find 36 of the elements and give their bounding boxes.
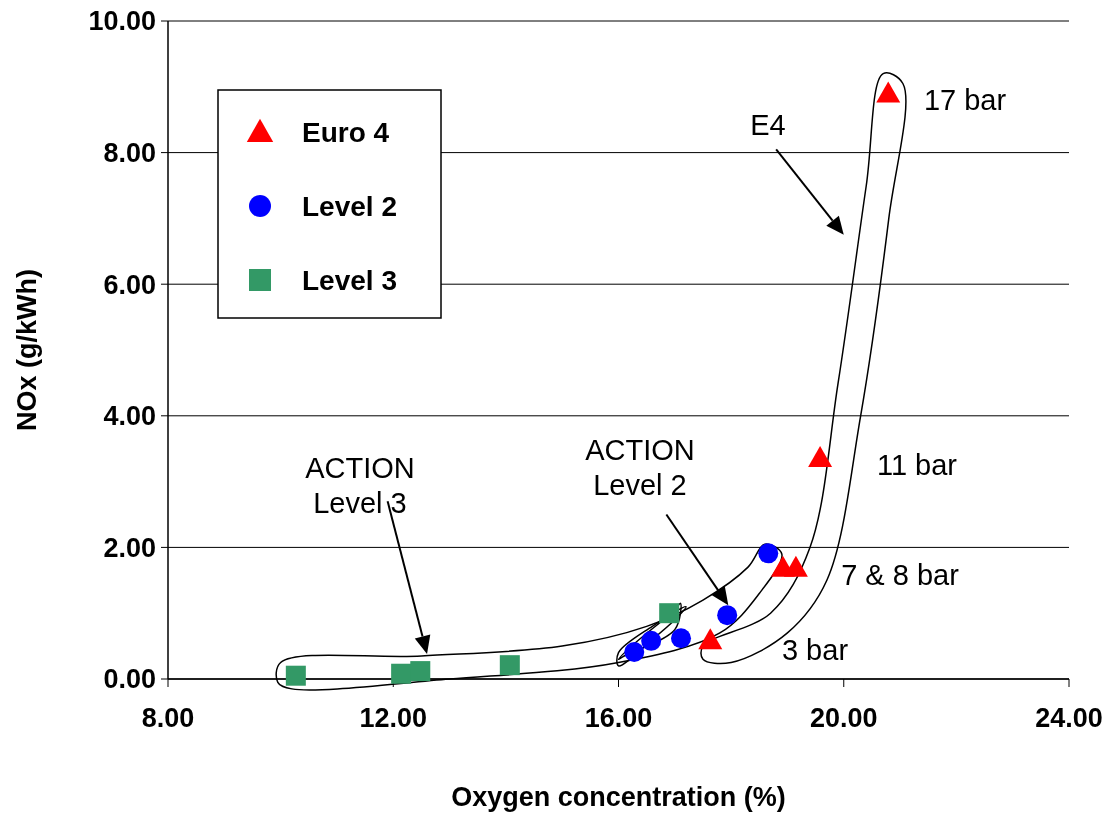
y-tick-label: 10.00 <box>88 6 156 37</box>
annotation: E4 <box>750 109 786 142</box>
point <box>499 655 520 676</box>
legend-label: Level 3 <box>302 264 397 296</box>
point <box>758 543 779 564</box>
x-tick-label: 16.00 <box>584 703 653 733</box>
annotation: 17 bar <box>923 84 1007 117</box>
y-axis-title: NOx (g/kWh) <box>12 269 42 431</box>
point <box>285 665 306 686</box>
point <box>624 642 645 663</box>
legend-label: Euro 4 <box>302 116 390 148</box>
x-tick-label: 24.00 <box>1035 703 1103 733</box>
point <box>671 628 692 649</box>
y-tick-label: 4.00 <box>103 401 156 432</box>
x-tick-label: 20.00 <box>809 703 878 733</box>
annotation: 7 & 8 bar <box>841 559 960 592</box>
point <box>717 605 738 626</box>
x-axis-title: Oxygen concentration (%) <box>451 782 786 812</box>
annotation: 3 bar <box>781 634 849 667</box>
point <box>876 81 901 103</box>
y-tick-label: 8.00 <box>103 138 156 169</box>
legend-label: Level 2 <box>302 190 397 222</box>
y-tick-label: 6.00 <box>103 269 156 300</box>
x-tick-label: 8.00 <box>141 703 195 733</box>
annotation: ACTION Level 3 <box>305 452 415 519</box>
point <box>659 603 680 624</box>
point <box>391 663 412 684</box>
point <box>808 445 833 467</box>
y-tick-label: 0.00 <box>103 664 156 695</box>
annotation: ACTION Level 2 <box>585 434 695 501</box>
annotation: 11 bar <box>876 449 958 482</box>
point <box>410 661 431 682</box>
point <box>783 555 808 577</box>
x-tick-label: 12.00 <box>359 703 428 733</box>
y-tick-label: 2.00 <box>103 532 156 563</box>
point <box>698 628 723 650</box>
